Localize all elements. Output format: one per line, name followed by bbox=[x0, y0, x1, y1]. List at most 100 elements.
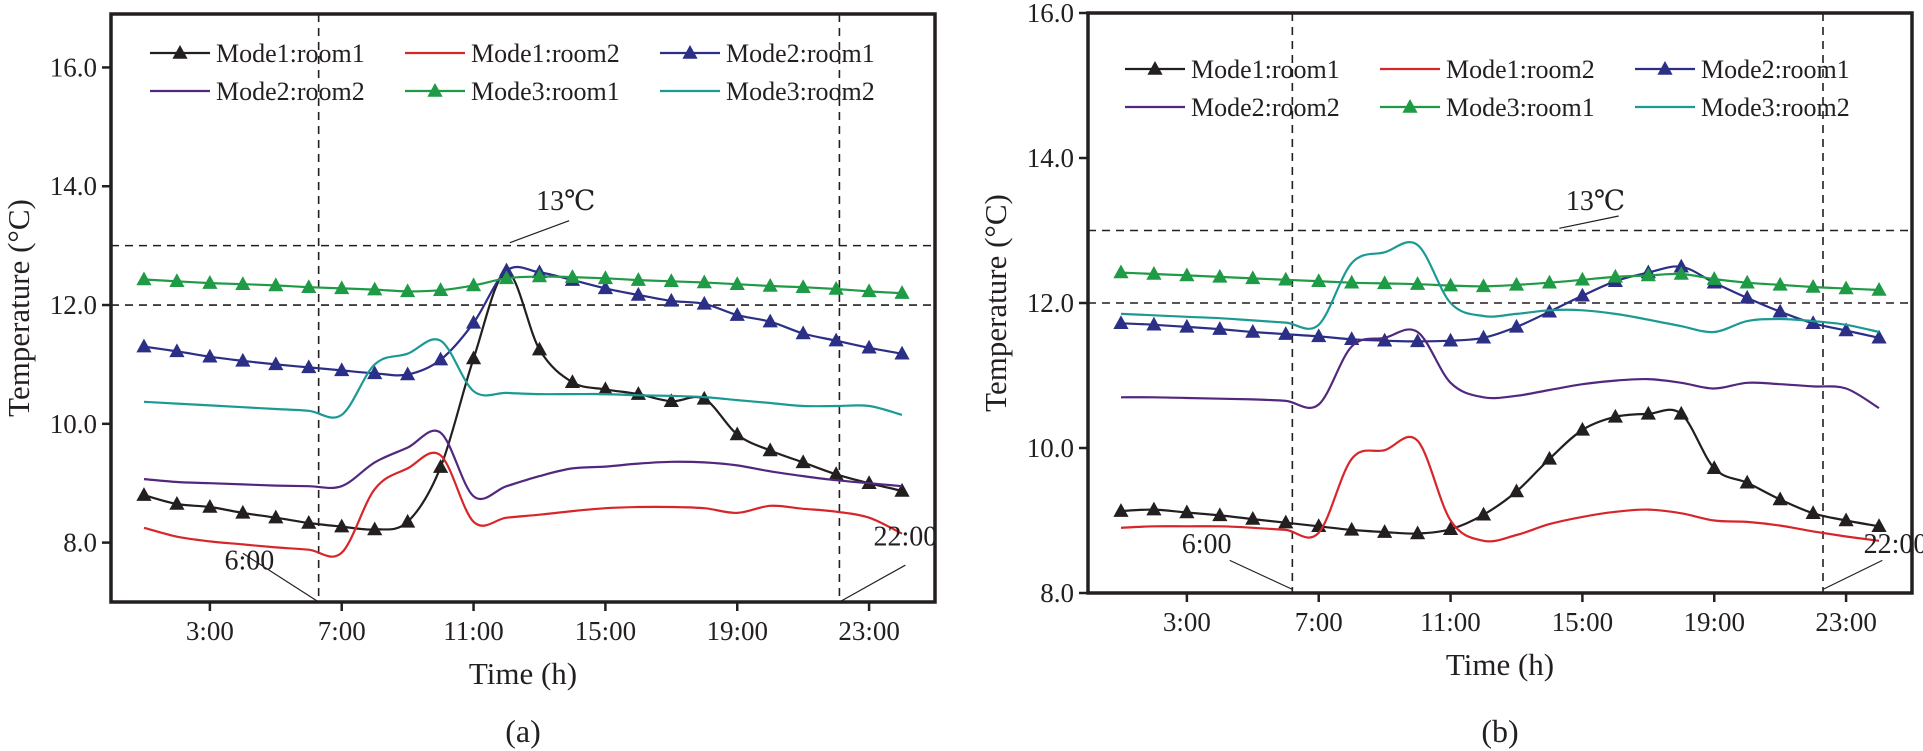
series-line-mode3-room1 bbox=[1120, 271, 1880, 292]
chart-panel-b: 8.0 10.0 12.0 14.0 16.0 3:00 7:00 11:00 15:00 19:… bbox=[978, 0, 1923, 749]
y-tick-label: 8.0 bbox=[63, 528, 97, 558]
series-line-mode3-room2 bbox=[1120, 241, 1880, 334]
annotation-label: 22:00 bbox=[1864, 529, 1923, 560]
x-axis-title: Time (h) bbox=[1446, 647, 1554, 682]
data-point bbox=[630, 286, 646, 301]
data-point bbox=[597, 270, 613, 285]
data-point bbox=[1245, 270, 1261, 285]
legend-marker bbox=[172, 45, 188, 59]
data-point bbox=[498, 270, 515, 285]
data-point bbox=[828, 466, 844, 481]
series-mode3-room1 bbox=[1113, 264, 1887, 296]
legend-item-mode3-room2: Mode3:room2 bbox=[1635, 93, 1850, 122]
data-point bbox=[1640, 267, 1656, 282]
data-point bbox=[169, 496, 185, 510]
data-point bbox=[1311, 273, 1327, 288]
series-mode3-room2 bbox=[1120, 241, 1880, 334]
annotation-pointer bbox=[839, 564, 906, 603]
panel-label: (b) bbox=[1481, 713, 1518, 749]
data-point bbox=[235, 352, 251, 367]
data-point bbox=[894, 345, 910, 360]
legend-item-mode2-room1: Mode2:room1 bbox=[1635, 55, 1850, 84]
series-mode2-room2 bbox=[143, 429, 903, 501]
series-mode2-room1 bbox=[136, 262, 910, 381]
legend-item-mode3-room2: Mode3:room2 bbox=[660, 77, 875, 106]
y-axis-title: Temperature (°C) bbox=[978, 194, 1013, 412]
data-point bbox=[1113, 503, 1129, 517]
data-point bbox=[1673, 266, 1689, 280]
annotation-pointer bbox=[1559, 215, 1619, 229]
data-point bbox=[894, 482, 910, 497]
legend-label: Mode2:room2 bbox=[1191, 93, 1340, 122]
series-mode1-room1 bbox=[1113, 405, 1887, 540]
data-point bbox=[1607, 268, 1623, 283]
annotation-pointer bbox=[1229, 559, 1293, 590]
x-axis-title: Time (h) bbox=[469, 656, 577, 691]
data-point bbox=[762, 278, 778, 292]
legend-item-mode1-room2: Mode1:room2 bbox=[405, 39, 620, 68]
data-point bbox=[367, 365, 383, 380]
data-point bbox=[1179, 318, 1195, 333]
data-point bbox=[1739, 274, 1755, 289]
data-point bbox=[1410, 276, 1426, 290]
y-tick-label: 10.0 bbox=[50, 409, 97, 439]
data-point bbox=[301, 515, 317, 529]
series-mode1-room2 bbox=[1120, 435, 1880, 543]
annotation-pointer bbox=[1822, 559, 1883, 590]
data-point bbox=[1508, 483, 1525, 498]
data-point bbox=[235, 504, 251, 519]
data-point bbox=[301, 279, 317, 293]
data-point bbox=[1607, 408, 1623, 423]
data-point bbox=[1344, 521, 1360, 536]
data-point bbox=[1706, 460, 1722, 475]
panel-label: (a) bbox=[505, 713, 541, 749]
y-tick-label: 14.0 bbox=[50, 171, 97, 201]
series-mode3-room1 bbox=[136, 268, 910, 299]
data-point bbox=[202, 348, 218, 363]
data-point bbox=[400, 283, 416, 298]
data-point bbox=[729, 276, 745, 291]
series-line-mode3-room2 bbox=[143, 338, 903, 419]
data-point bbox=[861, 339, 877, 354]
legend-label: Mode1:room2 bbox=[471, 39, 620, 68]
data-point bbox=[630, 272, 646, 286]
data-point bbox=[861, 283, 877, 298]
data-point bbox=[795, 279, 811, 293]
data-point bbox=[1574, 271, 1590, 286]
data-point bbox=[1179, 267, 1195, 282]
data-point bbox=[1410, 525, 1426, 540]
legend-label: Mode2:room1 bbox=[1701, 55, 1850, 84]
data-point bbox=[202, 498, 218, 513]
legend-item-mode1-room1: Mode1:room1 bbox=[150, 39, 365, 68]
data-point bbox=[169, 273, 185, 288]
data-point bbox=[334, 280, 350, 295]
data-point bbox=[433, 351, 449, 366]
data-point bbox=[268, 509, 284, 524]
data-point bbox=[465, 314, 482, 329]
data-point bbox=[597, 280, 613, 295]
data-point bbox=[1739, 474, 1755, 489]
legend-label: Mode1:room1 bbox=[1191, 55, 1340, 84]
data-point bbox=[1871, 281, 1887, 296]
annotation-label: 6:00 bbox=[225, 545, 275, 576]
data-point bbox=[1212, 268, 1228, 283]
data-point bbox=[1871, 329, 1887, 344]
data-point bbox=[235, 276, 251, 291]
legend-item-mode2-room1: Mode2:room1 bbox=[660, 39, 875, 68]
legend-label: Mode3:room2 bbox=[726, 77, 875, 106]
series-line-mode2-room2 bbox=[143, 429, 903, 501]
x-tick-label: 7:00 bbox=[1295, 607, 1343, 637]
data-point bbox=[531, 341, 548, 356]
data-point bbox=[1344, 274, 1360, 289]
annotation-pointer bbox=[509, 220, 570, 244]
data-point bbox=[1541, 274, 1558, 289]
legend-item-mode2-room2: Mode2:room2 bbox=[1125, 93, 1340, 122]
legend-marker bbox=[1657, 61, 1673, 75]
x-tick-label: 3:00 bbox=[186, 616, 234, 646]
y-tick-label: 10.0 bbox=[1027, 433, 1074, 463]
legend: Mode1:room1 Mode1:room2 Mode2:room1 Mode2:r… bbox=[1125, 55, 1850, 122]
y-tick-label: 16.0 bbox=[1027, 0, 1074, 28]
data-point bbox=[1212, 507, 1228, 522]
legend-item-mode2-room2: Mode2:room2 bbox=[150, 77, 365, 106]
